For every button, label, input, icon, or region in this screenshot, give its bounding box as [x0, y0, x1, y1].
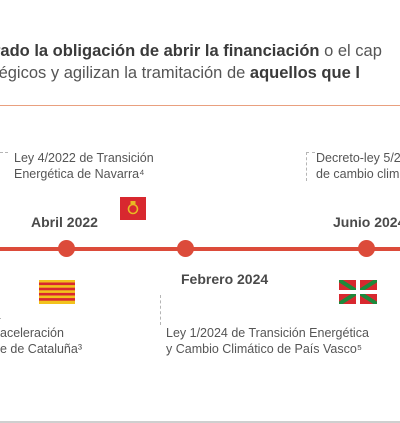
date-april-2022: Abril 2022 [31, 214, 98, 230]
law-decreto: Decreto-ley 5/2 de cambio clim [316, 151, 400, 181]
intro-line-2: tégicos y agilizan la tramitación de aqu… [0, 62, 400, 84]
bracket-navarra [0, 152, 8, 153]
date-june-2024: Junio 2024 [333, 214, 400, 230]
intro-bold-1: rado la obligación de abrir la financiac… [0, 42, 320, 60]
section-divider [0, 105, 400, 106]
bracket-pais-vasco [160, 295, 331, 325]
law-navarra: Ley 4/2022 de Transición Energética de N… [14, 151, 154, 181]
date-feb-2024: Febrero 2024 [181, 271, 269, 287]
law-pais-vasco: Ley 1/2024 de Transición Energética y Ca… [166, 326, 369, 356]
catalonia-flag [39, 280, 75, 304]
bracket-cataluna [0, 318, 1, 319]
timeline-dot-feb-2024 [177, 240, 194, 257]
timeline-dot-june-2024 [358, 240, 375, 257]
footer-divider [0, 421, 400, 423]
intro-text-1: o el cap [319, 42, 382, 60]
intro-line-1: rado la obligación de abrir la financiac… [0, 40, 400, 62]
intro-bold-2: aquellos que l [249, 64, 360, 82]
law-cataluna: aceleración e de Cataluña³ [0, 326, 83, 356]
timeline-dot-april-2022 [58, 240, 75, 257]
bracket-decreto [306, 152, 315, 181]
basque-flag [339, 280, 377, 304]
intro-text-2: tégicos y agilizan la tramitación de [0, 64, 250, 82]
intro-paragraph: rado la obligación de abrir la financiac… [0, 40, 400, 84]
navarra-flag [120, 197, 146, 220]
timeline-axis [0, 247, 400, 251]
